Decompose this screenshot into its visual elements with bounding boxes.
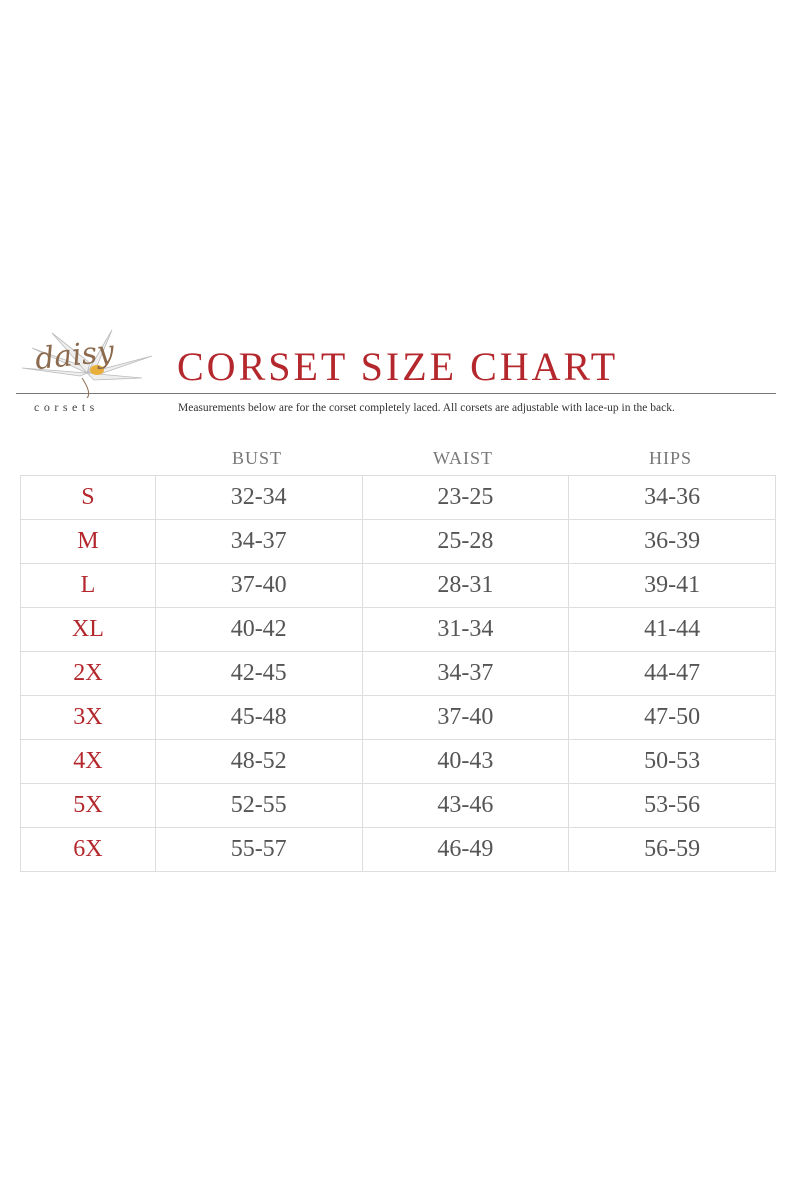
size-table: S 32-34 23-25 34-36 M 34-37 25-28 36-39 L 37-40 28… <box>20 475 776 872</box>
waist-cell: 43-46 <box>361 783 570 828</box>
size-cell: L <box>20 563 156 608</box>
header-waist: WAIST <box>433 448 493 468</box>
table-row: 6X 55-57 46-49 56-59 <box>20 827 776 872</box>
table-row: L 37-40 28-31 39-41 <box>20 563 776 608</box>
subtitle: Measurements below are for the corset co… <box>178 402 675 414</box>
header-hips: HIPS <box>649 448 693 468</box>
header-bust: BUST <box>232 448 283 468</box>
size-cell: 6X <box>20 827 156 872</box>
daisy-flower-icon <box>21 329 153 398</box>
waist-cell: 23-25 <box>361 475 570 520</box>
table-row: 5X 52-55 43-46 53-56 <box>20 783 776 828</box>
hips-cell: 41-44 <box>568 607 776 652</box>
bust-cell: 55-57 <box>154 827 363 872</box>
bust-cell: 45-48 <box>154 695 363 740</box>
waist-cell: 25-28 <box>361 519 570 564</box>
table-row: 2X 42-45 34-37 44-47 <box>20 651 776 696</box>
logo-subtext: corsets <box>34 400 99 414</box>
hips-cell: 56-59 <box>568 827 776 872</box>
table-row: 3X 45-48 37-40 47-50 <box>20 695 776 740</box>
waist-cell: 31-34 <box>361 607 570 652</box>
table-row: M 34-37 25-28 36-39 <box>20 519 776 564</box>
size-cell: XL <box>20 607 156 652</box>
bust-cell: 40-42 <box>154 607 363 652</box>
hips-cell: 36-39 <box>568 519 776 564</box>
bust-cell: 37-40 <box>154 563 363 608</box>
size-cell: 4X <box>20 739 156 784</box>
waist-cell: 40-43 <box>361 739 570 784</box>
waist-cell: 46-49 <box>361 827 570 872</box>
size-cell: 3X <box>20 695 156 740</box>
size-cell: 2X <box>20 651 156 696</box>
bust-cell: 32-34 <box>154 475 363 520</box>
table-row: 4X 48-52 40-43 50-53 <box>20 739 776 784</box>
waist-cell: 28-31 <box>361 563 570 608</box>
hips-cell: 50-53 <box>568 739 776 784</box>
table-row: S 32-34 23-25 34-36 <box>20 475 776 520</box>
page-title: CORSET SIZE CHART <box>177 344 619 389</box>
bust-cell: 48-52 <box>154 739 363 784</box>
size-cell: M <box>20 519 156 564</box>
divider <box>16 393 776 394</box>
hips-cell: 34-36 <box>568 475 776 520</box>
table-row: XL 40-42 31-34 41-44 <box>20 607 776 652</box>
size-cell: 5X <box>20 783 156 828</box>
waist-cell: 37-40 <box>361 695 570 740</box>
bust-cell: 42-45 <box>154 651 363 696</box>
hips-cell: 47-50 <box>568 695 776 740</box>
hips-cell: 44-47 <box>568 651 776 696</box>
size-cell: S <box>20 475 156 520</box>
bust-cell: 34-37 <box>154 519 363 564</box>
hips-cell: 53-56 <box>568 783 776 828</box>
bust-cell: 52-55 <box>154 783 363 828</box>
hips-cell: 39-41 <box>568 563 776 608</box>
waist-cell: 34-37 <box>361 651 570 696</box>
